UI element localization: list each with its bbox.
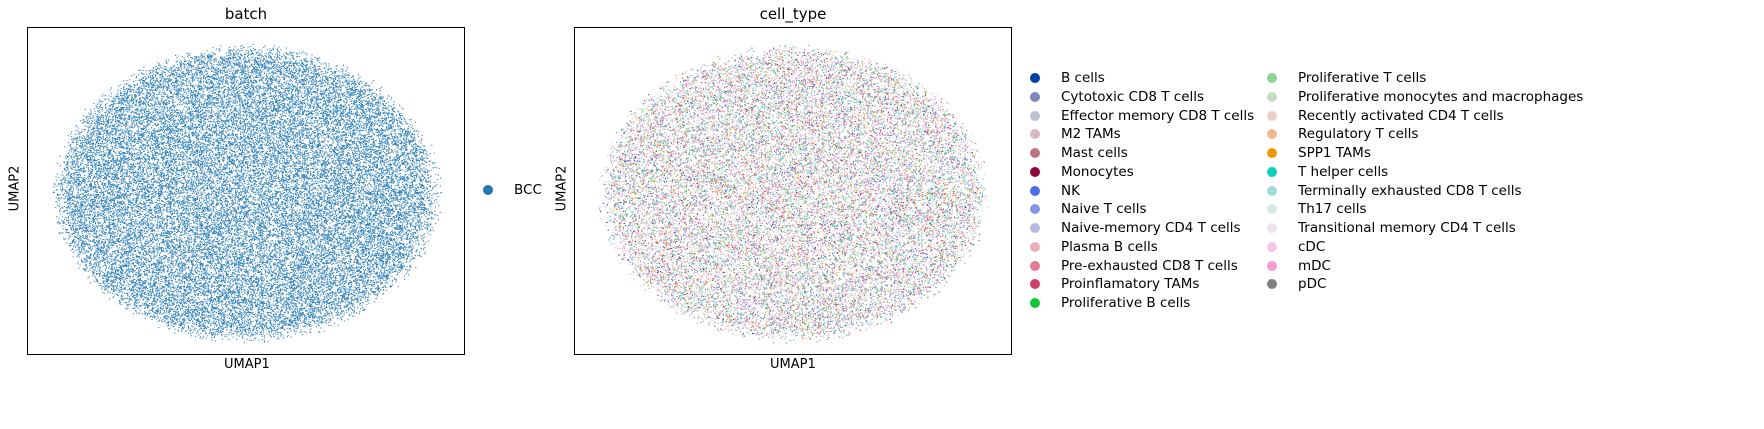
legend-marker <box>483 185 493 195</box>
legend-marker <box>1267 260 1277 271</box>
series-points-recently-activated-cd4-t-cells <box>602 46 988 335</box>
y-axis-label-batch: UMAP2 <box>7 165 23 212</box>
legend-label: Terminally exhausted CD8 T cells <box>1298 182 1522 199</box>
legend-label: T helper cells <box>1298 163 1389 180</box>
legend-label: Proliferative T cells <box>1298 70 1427 86</box>
series-points-t-helper-cells <box>602 50 983 342</box>
scatter-plot-batch <box>52 43 443 343</box>
series-points-regulatory-t-cells <box>601 49 981 340</box>
legend-label: cDC <box>1298 238 1326 255</box>
legend-label: Naive T cells <box>1061 201 1147 218</box>
legend-label: Plasma B cells <box>1061 238 1158 255</box>
legend-marker <box>1030 148 1040 158</box>
legend-marker <box>1030 223 1040 233</box>
series-points-naive-t-cells <box>608 49 986 344</box>
legend-label: NK <box>1061 182 1080 199</box>
points-svg-cell <box>599 44 989 344</box>
legend-label: B cells <box>1061 70 1105 86</box>
legend-marker <box>1030 204 1040 215</box>
x-axis-label-cell-type: UMAP1 <box>770 357 816 372</box>
series-points-mdc <box>599 49 983 339</box>
legend-label: pDC <box>1298 276 1327 293</box>
legend-label: Recently activated CD4 T cells <box>1298 107 1504 124</box>
legend-label: Transitional memory CD4 T cells <box>1298 220 1516 236</box>
legend-label: SPP1 TAMs <box>1298 145 1371 161</box>
legend-label: Proliferative monocytes and macrophages <box>1298 88 1584 105</box>
legend-label: Monocytes <box>1061 163 1134 180</box>
legend-marker <box>1030 166 1040 177</box>
plot-area-batch <box>27 27 465 355</box>
legend-label: Cytotoxic CD8 T cells <box>1061 88 1205 105</box>
legend-label: Mast cells <box>1061 145 1128 161</box>
series-points-plasma-b-cells <box>599 47 985 337</box>
chart-title-batch: batch <box>224 5 268 23</box>
legend-label: Th17 cells <box>1298 201 1367 218</box>
legend-marker <box>1030 298 1040 308</box>
legend-marker <box>1030 110 1040 121</box>
legend-marker <box>1267 166 1277 177</box>
legend-marker <box>1267 223 1277 233</box>
legend-label: Proliferative B cells <box>1061 295 1191 311</box>
legend-marker <box>1267 73 1277 83</box>
points-svg-batch <box>52 43 443 343</box>
legend-marker <box>1030 279 1040 290</box>
legend-label: Effector memory CD8 T cells <box>1061 107 1255 124</box>
legend-marker <box>1267 110 1277 121</box>
legend-label: M2 TAMs <box>1061 126 1121 143</box>
legend-label: Pre-exhausted CD8 T cells <box>1061 257 1238 274</box>
legend-marker <box>1267 204 1277 215</box>
legend-label: Proinflamatory TAMs <box>1061 276 1200 293</box>
legend-marker <box>1030 185 1040 196</box>
legend-marker <box>1030 241 1040 252</box>
legend-marker <box>1267 185 1277 196</box>
scatter-plot-cell-type <box>599 44 989 344</box>
legend-marker <box>1267 279 1277 290</box>
legend-marker <box>1267 91 1277 102</box>
legend-marker <box>1267 241 1277 252</box>
legend-marker <box>1030 129 1040 140</box>
legend-marker <box>1030 73 1040 83</box>
legend-marker <box>1030 260 1040 271</box>
series-points-bcc <box>52 43 443 343</box>
legend-label: BCC <box>514 182 542 198</box>
legend-marker <box>1267 148 1277 158</box>
legend-label: Naive-memory CD4 T cells <box>1061 220 1241 236</box>
chart-title-cell-type: cell_type <box>759 5 827 23</box>
x-axis-label-batch: UMAP1 <box>224 357 270 372</box>
legend-marker <box>1030 91 1040 102</box>
series-points-pdc <box>606 45 978 338</box>
plot-area-cell-type <box>574 27 1012 355</box>
legend-label: Regulatory T cells <box>1298 126 1419 143</box>
y-axis-label-cell-type: UMAP2 <box>554 165 570 212</box>
series-points-proliferative-monocytes-and-macrophages <box>609 47 978 344</box>
legend-label: mDC <box>1298 257 1331 274</box>
legend-marker <box>1267 129 1277 140</box>
